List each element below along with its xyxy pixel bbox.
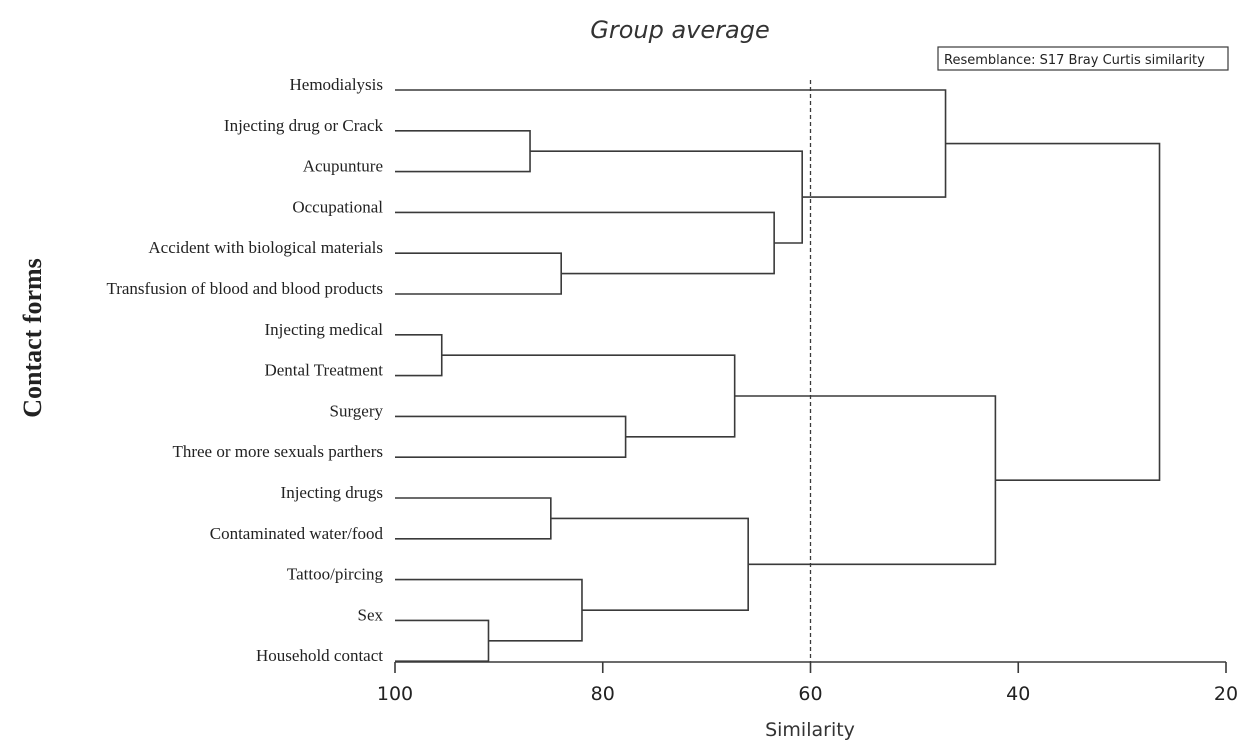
leaf-label-4: Accident with biological materials — [148, 238, 383, 257]
dendrogram-merge-9 — [395, 619, 490, 662]
x-tick-label-1: 80 — [591, 683, 615, 705]
x-tick-label-0: 100 — [377, 683, 413, 705]
resemblance-box — [937, 46, 1229, 71]
y-axis-label: Contact forms — [18, 258, 47, 418]
dendrogram-merge-0 — [395, 130, 531, 173]
dendrogram-merge-3 — [530, 150, 803, 244]
x-tick-label-3: 40 — [1006, 683, 1030, 705]
dendrogram-merge-2 — [395, 211, 775, 275]
leaf-labels: Hemodialysis Injecting drug or Crack Acupu… — [106, 75, 383, 665]
leaf-label-13: Sex — [358, 605, 384, 624]
leaf-label-12: Tattoo/pircing — [287, 565, 384, 584]
dendrogram-merge-11 — [550, 517, 749, 611]
dendrogram-merge-12 — [734, 395, 997, 566]
leaf-label-1: Injecting drug or Crack — [224, 116, 384, 135]
dendrogram-merge-13 — [945, 142, 1161, 481]
dendrogram-merge-7 — [441, 354, 736, 438]
resemblance-note: Resemblance: S17 Bray Curtis similarity — [944, 53, 1205, 68]
leaf-label-7: Dental Treatment — [264, 361, 383, 380]
chart-title: Group average — [590, 16, 769, 44]
leaf-label-5: Transfusion of blood and blood products — [106, 279, 383, 298]
leaf-label-3: Occupational — [292, 197, 383, 216]
dendrogram-merge-1 — [395, 252, 562, 295]
dendrogram-merge-5 — [395, 334, 443, 377]
leaf-label-14: Household contact — [256, 646, 383, 665]
x-tick-label-2: 60 — [798, 683, 822, 705]
x-tick-label-4: 20 — [1214, 683, 1238, 705]
dendrogram-merge-4 — [395, 89, 947, 198]
dendrogram-merge-8 — [395, 497, 552, 540]
leaf-label-6: Injecting medical — [265, 320, 384, 339]
leaf-label-9: Three or more sexuals parthers — [172, 442, 383, 461]
dendrogram-branches — [395, 89, 1161, 662]
x-axis-label: Similarity — [765, 719, 855, 741]
x-axis-ticks: 100 80 60 40 20 — [377, 662, 1238, 705]
leaf-label-2: Acupunture — [303, 157, 383, 176]
leaf-label-8: Surgery — [329, 401, 383, 420]
leaf-label-10: Injecting drugs — [281, 483, 383, 502]
dendrogram-merge-6 — [395, 415, 627, 458]
leaf-label-11: Contaminated water/food — [210, 524, 384, 543]
leaf-label-0: Hemodialysis — [290, 75, 384, 94]
